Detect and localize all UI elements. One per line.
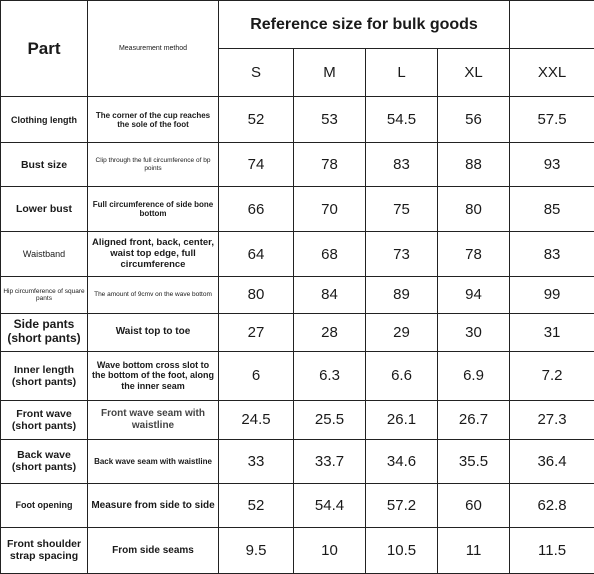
size-value: 57.5 bbox=[509, 96, 594, 144]
size-value: 80 bbox=[218, 276, 294, 314]
size-value: 33 bbox=[218, 438, 294, 484]
row-part-label: Side pants (short pants) bbox=[0, 312, 88, 352]
size-value: 83 bbox=[509, 231, 594, 278]
row-method-text: Waist top to toe bbox=[87, 312, 219, 352]
row-method-text: Wave bottom cross slot to the bottom of … bbox=[87, 350, 219, 401]
size-value: 36.4 bbox=[509, 438, 594, 484]
size-value: 57.2 bbox=[365, 482, 438, 528]
size-value: 30 bbox=[436, 312, 511, 352]
size-value: 88 bbox=[436, 142, 511, 188]
table-row: Back wave (short pants) Back wave seam w… bbox=[0, 438, 594, 484]
size-value: 24.5 bbox=[218, 399, 294, 440]
size-value: 75 bbox=[365, 186, 438, 233]
table-row: Clothing length The corner of the cup re… bbox=[0, 96, 594, 144]
size-value: 35.5 bbox=[436, 438, 511, 484]
size-value: 11.5 bbox=[509, 526, 594, 574]
size-value: 66 bbox=[218, 186, 294, 233]
size-value: 6.3 bbox=[293, 350, 366, 401]
table-row: Front wave (short pants) Front wave seam… bbox=[0, 399, 594, 440]
row-part-label: Waistband bbox=[0, 231, 88, 278]
size-value: 26.7 bbox=[436, 399, 511, 440]
size-value: 54.5 bbox=[365, 96, 438, 144]
size-value: 74 bbox=[218, 142, 294, 188]
size-value: 84 bbox=[293, 276, 366, 314]
size-value: 6 bbox=[218, 350, 294, 401]
size-value: 99 bbox=[509, 276, 594, 314]
size-value: 94 bbox=[436, 276, 511, 314]
row-part-label: Inner length (short pants) bbox=[0, 350, 88, 401]
header-size-xxl: XXL bbox=[509, 48, 594, 98]
row-part-label: Foot opening bbox=[0, 482, 88, 528]
row-method-text: Front wave seam with waistline bbox=[87, 399, 219, 440]
size-value: 68 bbox=[293, 231, 366, 278]
size-value: 33.7 bbox=[293, 438, 366, 484]
row-part-label: Lower bust bbox=[0, 186, 88, 233]
row-method-text: The corner of the cup reaches the sole o… bbox=[87, 96, 219, 144]
size-value: 25.5 bbox=[293, 399, 366, 440]
row-method-text: Measure from side to side bbox=[87, 482, 219, 528]
row-method-text: Clip through the full circumference of b… bbox=[87, 142, 219, 188]
header-size-xl: XL bbox=[436, 48, 511, 98]
size-value: 70 bbox=[293, 186, 366, 233]
size-value: 27.3 bbox=[509, 399, 594, 440]
header-size-m: M bbox=[293, 48, 366, 98]
size-value: 89 bbox=[365, 276, 438, 314]
row-part-label: Hip circumference of square pants bbox=[0, 276, 88, 314]
size-value: 64 bbox=[218, 231, 294, 278]
size-value: 54.4 bbox=[293, 482, 366, 528]
row-part-label: Back wave (short pants) bbox=[0, 438, 88, 484]
table-row: Foot opening Measure from side to side 5… bbox=[0, 482, 594, 528]
table-row: Side pants (short pants) Waist top to to… bbox=[0, 312, 594, 352]
size-value: 34.6 bbox=[365, 438, 438, 484]
table-row: Front shoulder strap spacing From side s… bbox=[0, 526, 594, 574]
table-row: Waistband Aligned front, back, center, w… bbox=[0, 231, 594, 278]
size-value: 6.9 bbox=[436, 350, 511, 401]
size-value: 78 bbox=[293, 142, 366, 188]
header-blank-cell bbox=[509, 0, 594, 50]
header-size-l: L bbox=[365, 48, 438, 98]
size-value: 78 bbox=[436, 231, 511, 278]
row-method-text: Back wave seam with waistline bbox=[87, 438, 219, 484]
size-value: 26.1 bbox=[365, 399, 438, 440]
size-value: 27 bbox=[218, 312, 294, 352]
row-part-label: Bust size bbox=[0, 142, 88, 188]
size-value: 60 bbox=[436, 482, 511, 528]
table-row: Inner length (short pants) Wave bottom c… bbox=[0, 350, 594, 401]
size-value: 9.5 bbox=[218, 526, 294, 574]
row-part-label: Front shoulder strap spacing bbox=[0, 526, 88, 574]
header-measurement-method: Measurement method bbox=[87, 0, 219, 98]
header-reference-size: Reference size for bulk goods bbox=[217, 0, 511, 50]
row-method-text: Aligned front, back, center, waist top e… bbox=[87, 231, 219, 278]
size-value: 52 bbox=[218, 482, 294, 528]
size-value: 11 bbox=[436, 526, 511, 574]
size-value: 52 bbox=[218, 96, 294, 144]
size-value: 56 bbox=[436, 96, 511, 144]
row-part-label: Clothing length bbox=[0, 96, 88, 144]
size-value: 10 bbox=[293, 526, 366, 574]
size-value: 28 bbox=[293, 312, 366, 352]
size-value: 7.2 bbox=[509, 350, 594, 401]
row-method-text: The amount of 9cmv on the wave bottom bbox=[87, 276, 219, 314]
table-row: Hip circumference of square pants The am… bbox=[0, 276, 594, 314]
size-value: 83 bbox=[365, 142, 438, 188]
header-size-s: S bbox=[218, 48, 294, 98]
size-value: 62.8 bbox=[509, 482, 594, 528]
table-row: Lower bust Full circumference of side bo… bbox=[0, 186, 594, 233]
header-part: Part bbox=[0, 0, 88, 98]
size-value: 73 bbox=[365, 231, 438, 278]
size-value: 80 bbox=[436, 186, 511, 233]
size-value: 6.6 bbox=[365, 350, 438, 401]
size-value: 29 bbox=[365, 312, 438, 352]
size-value: 10.5 bbox=[365, 526, 438, 574]
row-method-text: From side seams bbox=[87, 526, 219, 574]
row-method-text: Full circumference of side bone bottom bbox=[87, 186, 219, 233]
size-value: 31 bbox=[509, 312, 594, 352]
size-value: 93 bbox=[509, 142, 594, 188]
size-value: 53 bbox=[293, 96, 366, 144]
size-value: 85 bbox=[509, 186, 594, 233]
row-part-label: Front wave (short pants) bbox=[0, 399, 88, 440]
table-row: Bust size Clip through the full circumfe… bbox=[0, 142, 594, 188]
